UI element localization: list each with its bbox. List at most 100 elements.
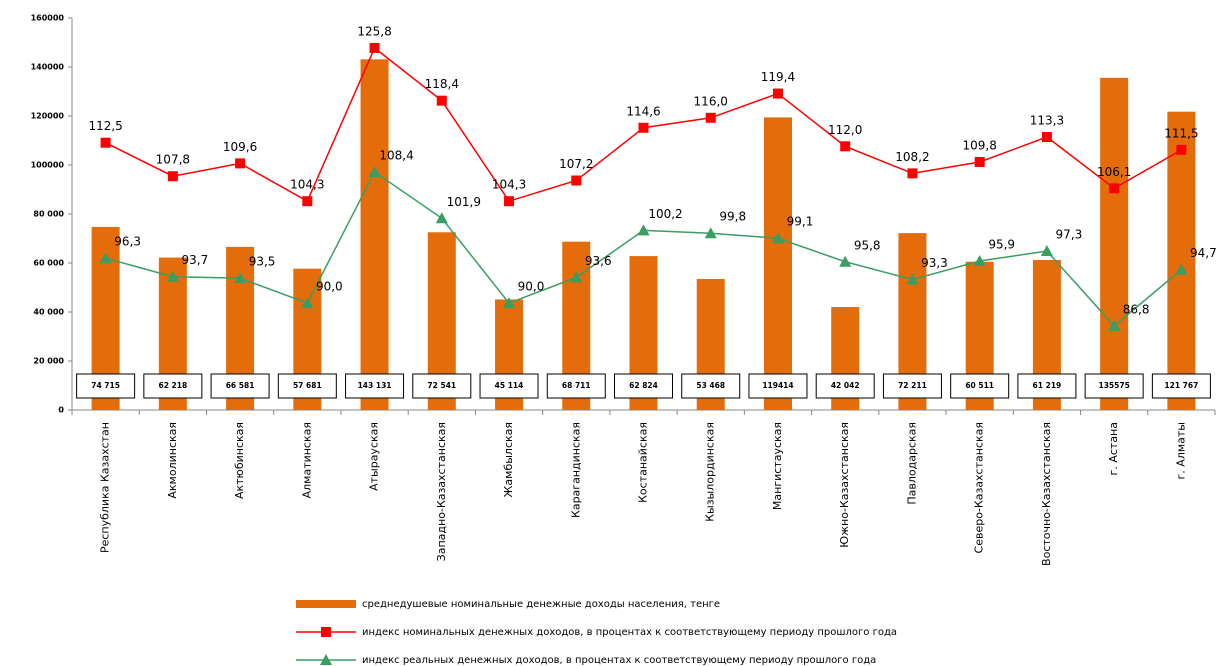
bar-label-box — [950, 373, 1010, 399]
bar — [763, 117, 792, 410]
data-label: 93,3 — [921, 256, 948, 270]
data-label: 93,6 — [585, 254, 612, 268]
marker — [368, 165, 381, 177]
marker — [1176, 144, 1187, 155]
bar-label: 119414 — [762, 381, 793, 390]
data-label: 116,0 — [694, 94, 728, 108]
bar-label-box — [882, 373, 942, 399]
marker — [167, 171, 178, 182]
bar-label-box — [76, 373, 136, 399]
marker — [840, 141, 851, 152]
data-label: 95,8 — [854, 238, 881, 252]
bar-label: 72 211 — [898, 381, 927, 390]
data-label: 99,1 — [787, 215, 814, 229]
marker — [771, 232, 784, 244]
x-tick-label: Акмолинская — [166, 422, 179, 499]
marker — [99, 252, 112, 264]
legend-label: среднедушевые номинальные денежные доход… — [362, 599, 720, 610]
bar-label: 143 131 — [358, 381, 392, 390]
bar-label: 62 824 — [629, 381, 658, 390]
x-tick-label: Атырауская — [368, 422, 381, 491]
marker — [906, 273, 919, 285]
data-label: 90,0 — [518, 280, 545, 294]
bar-label-box — [614, 373, 673, 399]
marker — [637, 224, 650, 236]
y-tick-label: 140000 — [31, 63, 65, 72]
marker — [435, 212, 448, 224]
marker — [301, 297, 314, 309]
data-label: 107,2 — [559, 157, 593, 171]
bar — [1100, 77, 1129, 410]
data-label: 96,3 — [114, 235, 141, 249]
marker — [571, 175, 582, 186]
data-label: 112,5 — [88, 119, 122, 133]
y-tick-label: 120000 — [31, 112, 65, 121]
marker — [1109, 183, 1120, 194]
x-tick-label: Южно-Казахстанская — [838, 422, 851, 548]
data-label: 104,3 — [492, 178, 526, 192]
marker — [369, 42, 380, 53]
marker — [772, 88, 783, 99]
data-label: 108,2 — [895, 150, 929, 164]
bar — [360, 59, 389, 411]
data-label: 112,0 — [828, 123, 862, 137]
bar-label-box — [210, 373, 270, 399]
data-label: 125,8 — [357, 24, 391, 38]
bar-label-box — [345, 373, 405, 399]
x-tick-label: Северо-Казахстанская — [973, 422, 986, 553]
y-tick-label: 160000 — [31, 14, 65, 23]
y-tick-label: 20 000 — [33, 357, 64, 366]
y-tick-label: 0 — [58, 406, 64, 415]
x-tick-label: Республика Казахстан — [99, 422, 112, 553]
marker — [570, 271, 583, 283]
data-label: 119,4 — [761, 70, 795, 84]
data-label: 108,4 — [379, 148, 413, 162]
bar-label-box — [412, 373, 472, 399]
bar-label-box — [815, 373, 875, 399]
y-tick-label: 80 000 — [33, 210, 64, 219]
bar-label-box — [1151, 373, 1211, 399]
bar-label-box — [479, 373, 539, 399]
marker — [436, 95, 447, 106]
bar-label-box — [681, 373, 741, 399]
marker — [1040, 245, 1053, 257]
legend-label: индекс номинальных денежных доходов, в п… — [362, 627, 897, 638]
data-label: 109,6 — [223, 140, 257, 154]
marker — [235, 158, 246, 169]
bar-label: 42 042 — [831, 381, 860, 390]
data-label: 93,5 — [249, 255, 276, 269]
bar-label: 62 218 — [158, 381, 187, 390]
data-label: 97,3 — [1056, 228, 1083, 242]
bar-label: 121 767 — [1164, 381, 1198, 390]
marker — [907, 168, 918, 179]
data-label: 100,2 — [648, 207, 682, 221]
x-tick-label: Костанайская — [637, 422, 650, 503]
bar-label-box — [748, 373, 808, 399]
marker — [974, 156, 985, 167]
data-label: 109,8 — [962, 138, 996, 152]
marker — [100, 137, 111, 148]
data-label: 86,8 — [1123, 302, 1150, 316]
legend-swatch — [296, 600, 356, 608]
marker — [638, 122, 649, 133]
data-label: 113,3 — [1030, 114, 1064, 128]
x-tick-label: Кызылординская — [704, 422, 717, 522]
legend-marker — [320, 654, 332, 665]
x-tick-label: г. Алматы — [1174, 422, 1187, 479]
bar-label: 53 468 — [696, 381, 725, 390]
bar-label-box — [1017, 373, 1077, 399]
legend-label: индекс реальных денежных доходов, в проц… — [362, 655, 876, 666]
data-label: 93,7 — [181, 253, 208, 267]
marker — [973, 255, 986, 267]
marker — [503, 297, 516, 309]
bar-label: 61 219 — [1033, 381, 1062, 390]
bar-label: 135575 — [1098, 381, 1129, 390]
bar-label-box — [546, 373, 606, 399]
bar-label-box — [143, 373, 203, 399]
data-label: 99,8 — [719, 210, 746, 224]
marker — [1108, 319, 1121, 331]
y-tick-label: 40 000 — [33, 308, 64, 317]
marker — [504, 196, 515, 207]
data-label: 111,5 — [1164, 126, 1198, 140]
